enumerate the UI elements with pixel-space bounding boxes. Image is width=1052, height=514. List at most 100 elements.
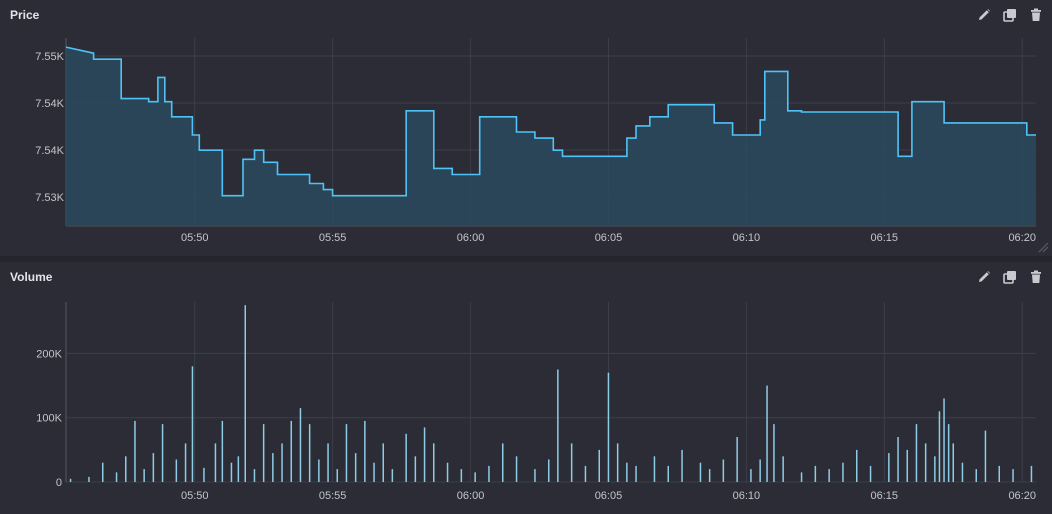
volume-bar — [175, 459, 178, 482]
volume-bar — [653, 456, 656, 482]
volume-bar — [635, 465, 637, 482]
volume-bar — [214, 443, 217, 482]
volume-bar — [750, 469, 752, 482]
price-y-tick-label: 7.53K — [35, 192, 64, 204]
volume-panel-title: Volume — [10, 270, 53, 284]
price-area — [66, 47, 1036, 226]
volume-bar — [382, 443, 384, 482]
volume-bar — [842, 462, 844, 482]
volume-bar — [290, 420, 292, 482]
volume-bar — [607, 372, 610, 482]
volume-bar — [423, 427, 426, 482]
volume-bar — [766, 385, 768, 482]
volume-x-tick-label: 06:20 — [1008, 490, 1036, 502]
volume-bar — [488, 465, 490, 482]
volume-x-tick-label: 06:05 — [595, 490, 623, 502]
price-x-tick-label: 05:50 — [181, 232, 209, 244]
volume-bar — [975, 469, 977, 482]
volume-bar — [708, 469, 711, 482]
price-y-tick-label: 7.54K — [35, 145, 64, 157]
volume-bar — [947, 424, 950, 482]
volume-bar — [125, 456, 127, 482]
trash-icon[interactable] — [1028, 269, 1044, 285]
volume-bar — [405, 433, 407, 482]
volume-x-tick-label: 05:50 — [181, 490, 209, 502]
volume-bar — [502, 443, 504, 482]
volume-panel-header: Volume — [0, 262, 1052, 292]
volume-bar — [391, 469, 394, 482]
volume-bar — [299, 408, 302, 482]
volume-bar — [1012, 469, 1014, 482]
pencil-icon[interactable] — [976, 269, 992, 285]
price-x-tick-label: 06:20 — [1008, 232, 1036, 244]
volume-bar — [759, 459, 761, 482]
volume-bar — [773, 424, 775, 482]
volume-bar — [191, 366, 194, 482]
resize-handle-icon[interactable] — [1037, 241, 1049, 253]
volume-bar — [856, 449, 858, 482]
volume-bar — [952, 443, 954, 482]
volume-bar — [354, 453, 357, 482]
volume-bar — [69, 478, 72, 482]
volume-bar — [598, 449, 600, 482]
volume-bar — [318, 459, 320, 482]
price-series-line — [65, 46, 1036, 197]
volume-x-tick-label: 06:00 — [457, 490, 485, 502]
volume-bar — [184, 443, 187, 482]
volume-bar — [115, 472, 118, 482]
volume-bar — [433, 443, 435, 482]
volume-chart: 05:50 05:55 06:00 06:05 06:10 06:15 06:20 0 100K… — [36, 302, 1036, 502]
volume-bar — [102, 462, 104, 482]
volume-panel-tools — [976, 269, 1044, 285]
volume-bar — [984, 430, 987, 482]
volume-bar — [253, 469, 256, 482]
volume-bar — [414, 456, 417, 482]
volume-bar — [534, 469, 536, 482]
volume-bar — [143, 469, 145, 482]
price-panel: Price 05:50 05:55 06:00 06:05 06:10 06:15 06:2… — [0, 0, 1052, 256]
volume-bar — [722, 459, 725, 482]
copy-icon[interactable] — [1002, 269, 1018, 285]
volume-bar — [828, 469, 830, 482]
volume-bar — [906, 449, 908, 482]
volume-bar — [1030, 465, 1033, 482]
volume-bar — [308, 424, 311, 482]
volume-bar — [161, 424, 164, 482]
volume-bar — [88, 476, 90, 482]
volume-x-tick-label: 06:15 — [871, 490, 899, 502]
volume-bar — [336, 469, 338, 482]
volume-bar — [934, 456, 936, 482]
volume-y-tick-label: 100K — [36, 413, 62, 425]
price-panel-header: Price — [0, 0, 1052, 30]
volume-bar — [943, 398, 945, 482]
trash-icon[interactable] — [1028, 7, 1044, 23]
volume-bar — [736, 437, 738, 482]
volume-bar — [938, 411, 941, 482]
price-x-tick-label: 06:15 — [871, 232, 899, 244]
volume-bar — [699, 462, 702, 482]
volume-bar — [152, 453, 155, 482]
volume-bar — [262, 424, 265, 482]
copy-icon[interactable] — [1002, 7, 1018, 23]
pencil-icon[interactable] — [976, 7, 992, 23]
volume-bar — [345, 424, 348, 482]
volume-bar — [327, 443, 329, 482]
price-y-tick-label: 7.55K — [35, 51, 64, 63]
volume-bar — [800, 472, 803, 482]
volume-bar — [272, 453, 274, 482]
volume-bar — [961, 462, 964, 482]
volume-bar — [364, 420, 366, 482]
price-y-tick-label: 7.54K — [35, 98, 64, 110]
volume-bar — [998, 465, 1000, 482]
volume-bar — [897, 437, 899, 482]
volume-bar — [474, 472, 476, 482]
volume-x-tick-label: 05:55 — [319, 490, 347, 502]
volume-bar — [515, 456, 518, 482]
price-x-tick-label: 06:05 — [595, 232, 623, 244]
price-panel-tools — [976, 7, 1044, 23]
volume-bar — [446, 462, 449, 482]
volume-bar — [221, 420, 224, 482]
volume-bar — [782, 456, 784, 482]
price-x-tick-label: 06:00 — [457, 232, 485, 244]
volume-bar — [924, 443, 927, 482]
